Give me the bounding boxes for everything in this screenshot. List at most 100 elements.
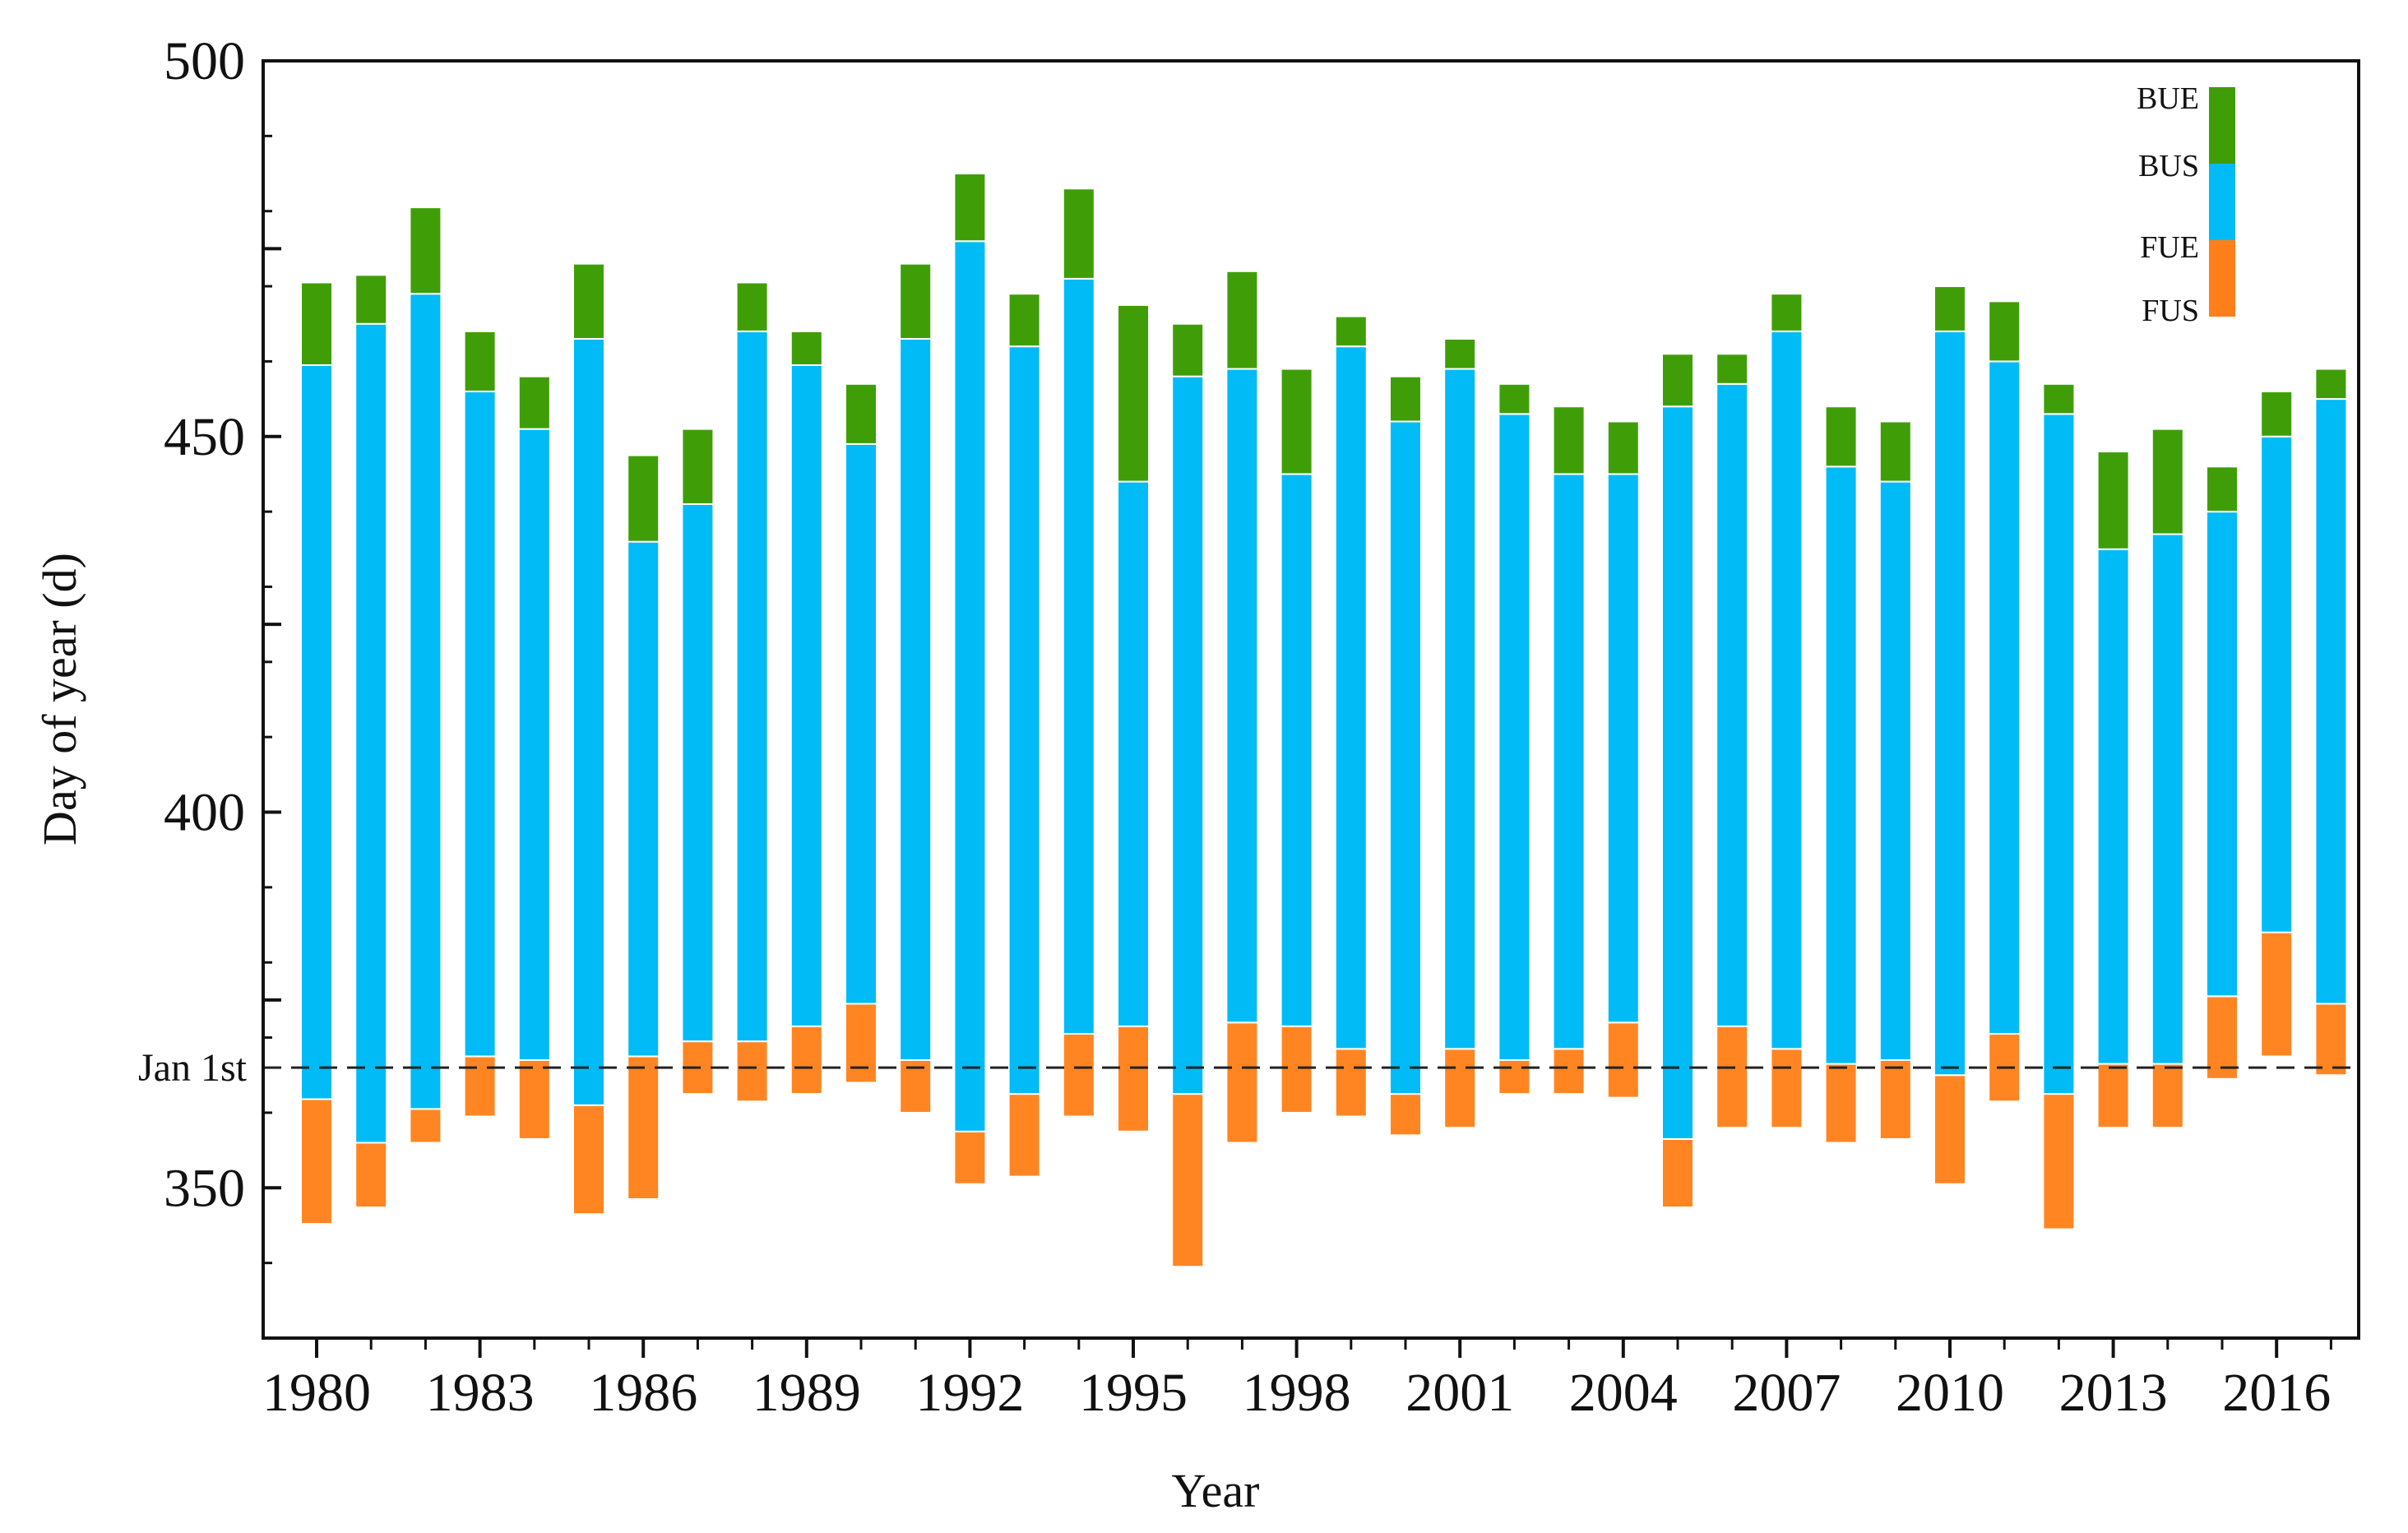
bar-1992-fu (953, 1130, 987, 1185)
bar-1999-bu-end (1334, 315, 1368, 348)
bar-1988-bu-span (735, 330, 769, 1043)
y-tick-label: 400 (164, 783, 245, 843)
bar-2012-bu-end (2042, 382, 2076, 415)
x-tick-label: 1989 (752, 1363, 861, 1423)
plot-frame (262, 59, 2360, 1340)
bar-2014-bu-span (2151, 533, 2184, 1065)
bar-1989-bu-span (790, 364, 823, 1027)
bar-1999-fu (1334, 1048, 1368, 1118)
bar-2005-bu-span (1661, 405, 1694, 1140)
bar-2003-bu-end (1552, 405, 1586, 475)
bar-2017-bu-span (2314, 398, 2348, 1005)
bar-1990-bu-span (845, 442, 878, 1005)
bar-1981-bu-span (354, 322, 388, 1144)
bar-1999-bu-span (1334, 345, 1368, 1050)
bar-1982-bu-span (409, 293, 442, 1110)
bar-2003-bu-span (1552, 473, 1586, 1050)
bar-1986-bu-span (627, 540, 660, 1058)
ticks-layer: 350 400 450 500 Jan 1st 1980 1983 1986 1989 1992 1… (138, 31, 2332, 1423)
bar-2005-bu-end (1661, 353, 1694, 408)
bar-2002-bu-end (1498, 382, 1531, 415)
x-tick-label: 1986 (589, 1363, 697, 1423)
legend-swatch-bue (2209, 87, 2235, 164)
bar-1985-bu-end (572, 262, 605, 340)
bar-1981-fu (354, 1142, 388, 1209)
bar-2008-bu-end (1824, 405, 1858, 468)
bar-2016-bu-span (2260, 435, 2294, 933)
x-tick-label: 2001 (1405, 1363, 1514, 1423)
bar-2015-bu-end (2206, 465, 2239, 513)
legend-label-fus: FUS (2142, 294, 2199, 328)
bar-2005-fu (1661, 1137, 1694, 1209)
legend-swatch-fue (2209, 240, 2235, 317)
bar-2002-bu-span (1498, 413, 1531, 1061)
legend-label-bue: BUE (2137, 81, 2199, 116)
bar-2001-bu-end (1443, 338, 1477, 370)
bar-2013-fu (2096, 1063, 2130, 1129)
bar-1996-bu-span (1171, 375, 1205, 1095)
x-tick-label: 2013 (2059, 1363, 2168, 1423)
bar-2001-bu-span (1443, 368, 1477, 1050)
bar-2015-fu (2206, 995, 2239, 1080)
bar-2006-fu (1716, 1025, 1749, 1129)
bar-1983-bu-span (463, 390, 497, 1058)
x-tick-label: 1980 (262, 1363, 371, 1423)
bar-2013-bu-span (2096, 548, 2130, 1065)
bar-1988-bu-end (735, 281, 769, 332)
bar-2004-fu (1606, 1021, 1640, 1099)
bar-1993-fu (1007, 1093, 1041, 1178)
bar-2006-bu-end (1716, 353, 1749, 385)
bar-1994-bu-span (1062, 277, 1095, 1035)
bar-1994-fu (1062, 1033, 1095, 1118)
bar-2011-bu-end (1988, 300, 2021, 363)
bar-2007-bu-span (1770, 330, 1804, 1050)
bar-1998-bu-end (1280, 368, 1313, 475)
bar-2000-bu-span (1389, 420, 1422, 1095)
bar-2008-bu-span (1824, 465, 1858, 1065)
bar-2015-bu-span (2206, 511, 2239, 998)
x-tick-label: 2010 (1896, 1363, 2004, 1423)
bar-2010-bu-end (1933, 285, 1966, 332)
bars-layer (300, 173, 2348, 1268)
bar-1980-fu (300, 1098, 333, 1225)
bar-2004-bu-span (1606, 473, 1640, 1024)
bar-1982-fu (409, 1108, 442, 1144)
bar-1984-bu-end (517, 375, 551, 430)
bar-1992-bu-span (953, 240, 987, 1132)
bar-1985-bu-span (572, 338, 605, 1106)
bar-2009-bu-span (1878, 480, 1912, 1061)
x-tick-label: 1992 (915, 1363, 1024, 1423)
bar-1997-fu (1225, 1021, 1259, 1144)
legend-label-fue: FUE (2140, 230, 2199, 265)
x-tick-label: 2004 (1569, 1363, 1678, 1423)
x-tick-label: 2016 (2222, 1363, 2331, 1423)
bar-1998-fu (1280, 1025, 1313, 1114)
y-axis-title: Day of year (d) (33, 553, 86, 845)
bar-1990-bu-end (845, 382, 878, 445)
bar-1988-fu (735, 1040, 769, 1103)
bar-1987-bu-span (681, 503, 715, 1043)
bar-2016-fu (2260, 931, 2294, 1058)
bar-1989-bu-end (790, 330, 823, 366)
bar-2000-fu (1389, 1093, 1422, 1137)
bar-2012-fu (2042, 1093, 2076, 1230)
bar-2003-fu (1552, 1048, 1586, 1095)
bar-1993-bu-span (1007, 345, 1041, 1095)
bar-2016-bu-end (2260, 390, 2294, 438)
bar-1991-bu-end (899, 262, 933, 340)
reference-line-label: Jan 1st (138, 1046, 248, 1090)
bar-1984-fu (517, 1058, 551, 1140)
bar-1990-fu (845, 1003, 878, 1084)
bar-1998-bu-span (1280, 473, 1313, 1027)
bar-1992-bu-end (953, 173, 987, 243)
bar-1987-bu-end (681, 428, 715, 505)
bar-1997-bu-span (1225, 368, 1259, 1024)
x-tick-label: 1998 (1243, 1363, 1351, 1423)
bar-2009-bu-end (1878, 420, 1912, 483)
bar-1991-fu (899, 1058, 933, 1114)
bar-1991-bu-span (899, 338, 933, 1061)
bar-1989-fu (790, 1025, 823, 1095)
x-tick-label: 2007 (1732, 1363, 1841, 1423)
bar-1997-bu-end (1225, 270, 1259, 370)
